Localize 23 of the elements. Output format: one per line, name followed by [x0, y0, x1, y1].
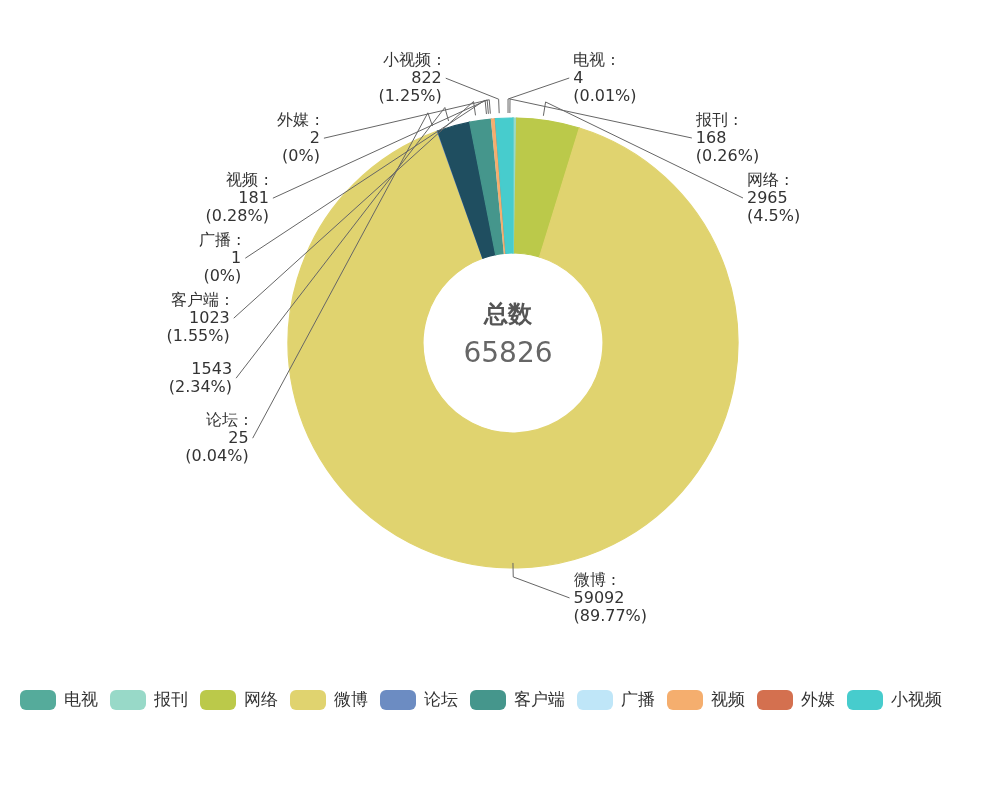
legend-label: 微博: [334, 688, 368, 711]
legend-label: 网络: [244, 688, 278, 711]
data-label: 客户端 : 1023 (1.55%): [166, 290, 230, 346]
legend-label: 外媒: [801, 688, 835, 711]
text: 总数: [482, 299, 533, 330]
data-label: 视频 : 181 (0.28%): [205, 170, 269, 226]
data-label: 外媒 : 2 (0%): [277, 110, 320, 166]
data-label: 1543 (2.34%): [168, 359, 233, 397]
legend-label: 报刊: [154, 688, 188, 711]
data-label: 报刊 : 168 (0.26%): [694, 110, 760, 165]
legend-label: 客户端: [514, 688, 565, 711]
data-label: 网络 : 2965 (4.5%): [747, 170, 801, 225]
legend-label: 论坛: [424, 688, 458, 711]
text: 65826: [462, 336, 554, 369]
legend-label: 电视: [64, 688, 98, 711]
legend-label: 视频: [711, 688, 745, 711]
legend-label: 广播: [621, 688, 655, 711]
legend-label: 小视频: [891, 688, 942, 711]
data-label: 广播 : 1 (0%): [198, 230, 242, 286]
data-label: 微博 : 59092 (89.77%): [573, 569, 648, 625]
data-label: 电视 : 4 (0.01%): [573, 50, 637, 105]
data-label: 论坛 : 25 (0.04%): [185, 410, 249, 466]
data-label: 小视频 : 822 (1.25%): [378, 50, 442, 106]
